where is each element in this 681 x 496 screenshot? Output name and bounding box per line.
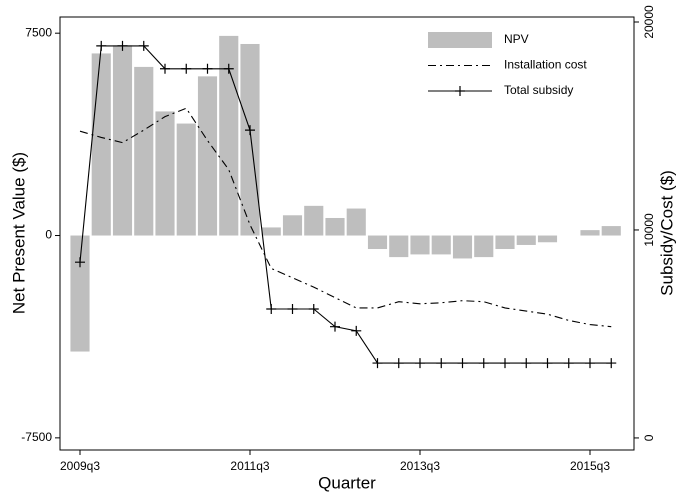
marker bbox=[96, 40, 107, 51]
x-tick-label: 2015q3 bbox=[570, 459, 610, 473]
x-tick-label: 2013q3 bbox=[400, 459, 440, 473]
marker bbox=[606, 358, 617, 369]
legend-label: Installation cost bbox=[504, 58, 587, 72]
marker bbox=[75, 257, 85, 268]
y2-tick-label: 0 bbox=[642, 434, 656, 441]
bar bbox=[431, 235, 451, 255]
marker bbox=[181, 63, 192, 74]
y2-tick-label: 20000 bbox=[642, 5, 656, 39]
legend-marker bbox=[455, 86, 465, 96]
bar bbox=[282, 215, 303, 236]
bar bbox=[601, 226, 621, 236]
marker bbox=[245, 125, 255, 136]
bar bbox=[580, 230, 600, 236]
marker bbox=[372, 358, 383, 369]
y-tick-label: 7500 bbox=[25, 25, 52, 39]
bar bbox=[516, 235, 536, 245]
y-tick-label: -7500 bbox=[21, 430, 52, 444]
y2-axis-title: Subsidy/Cost ($) bbox=[657, 170, 676, 296]
bar bbox=[537, 235, 558, 243]
bar bbox=[134, 66, 154, 236]
bar bbox=[261, 227, 281, 236]
bar bbox=[346, 208, 366, 236]
marker bbox=[266, 303, 277, 314]
marker bbox=[563, 358, 574, 369]
bar bbox=[474, 235, 494, 258]
bar bbox=[367, 235, 388, 250]
bar bbox=[495, 235, 515, 250]
marker bbox=[308, 303, 319, 314]
marker bbox=[521, 358, 532, 369]
bar bbox=[197, 76, 218, 236]
legend-label: Total subsidy bbox=[504, 83, 573, 97]
bar bbox=[70, 235, 90, 352]
bar bbox=[112, 45, 133, 236]
marker bbox=[117, 40, 128, 51]
marker bbox=[500, 358, 510, 369]
legend-swatch bbox=[428, 32, 492, 48]
x-axis-title: Quarter bbox=[318, 473, 376, 492]
bar bbox=[91, 53, 111, 236]
marker bbox=[415, 358, 425, 369]
legend-label: NPV bbox=[504, 32, 529, 46]
x-tick-label: 2011q3 bbox=[230, 459, 269, 473]
marker bbox=[393, 358, 404, 369]
marker bbox=[138, 40, 149, 51]
bar bbox=[452, 235, 473, 259]
marker bbox=[202, 63, 213, 74]
line bbox=[79, 107, 612, 328]
marker bbox=[478, 358, 489, 369]
marker bbox=[287, 303, 298, 314]
y-axis-title: Net Present Value ($) bbox=[9, 152, 28, 314]
marker bbox=[585, 358, 595, 369]
y-tick-label: 0 bbox=[45, 228, 52, 242]
bar bbox=[176, 123, 196, 236]
marker bbox=[351, 325, 362, 336]
bar bbox=[325, 217, 345, 236]
bar bbox=[219, 35, 239, 236]
marker bbox=[436, 358, 447, 369]
bar bbox=[240, 43, 260, 236]
bar bbox=[155, 111, 175, 236]
marker bbox=[160, 63, 170, 74]
bar bbox=[304, 205, 324, 236]
bar bbox=[410, 235, 430, 255]
x-tick-label: 2009q3 bbox=[60, 459, 100, 473]
y2-tick-label: 10000 bbox=[642, 213, 656, 247]
bar bbox=[389, 235, 409, 258]
marker bbox=[223, 63, 234, 74]
marker bbox=[457, 358, 468, 369]
marker bbox=[542, 358, 553, 369]
marker bbox=[330, 321, 340, 332]
plot-frame bbox=[59, 16, 635, 451]
